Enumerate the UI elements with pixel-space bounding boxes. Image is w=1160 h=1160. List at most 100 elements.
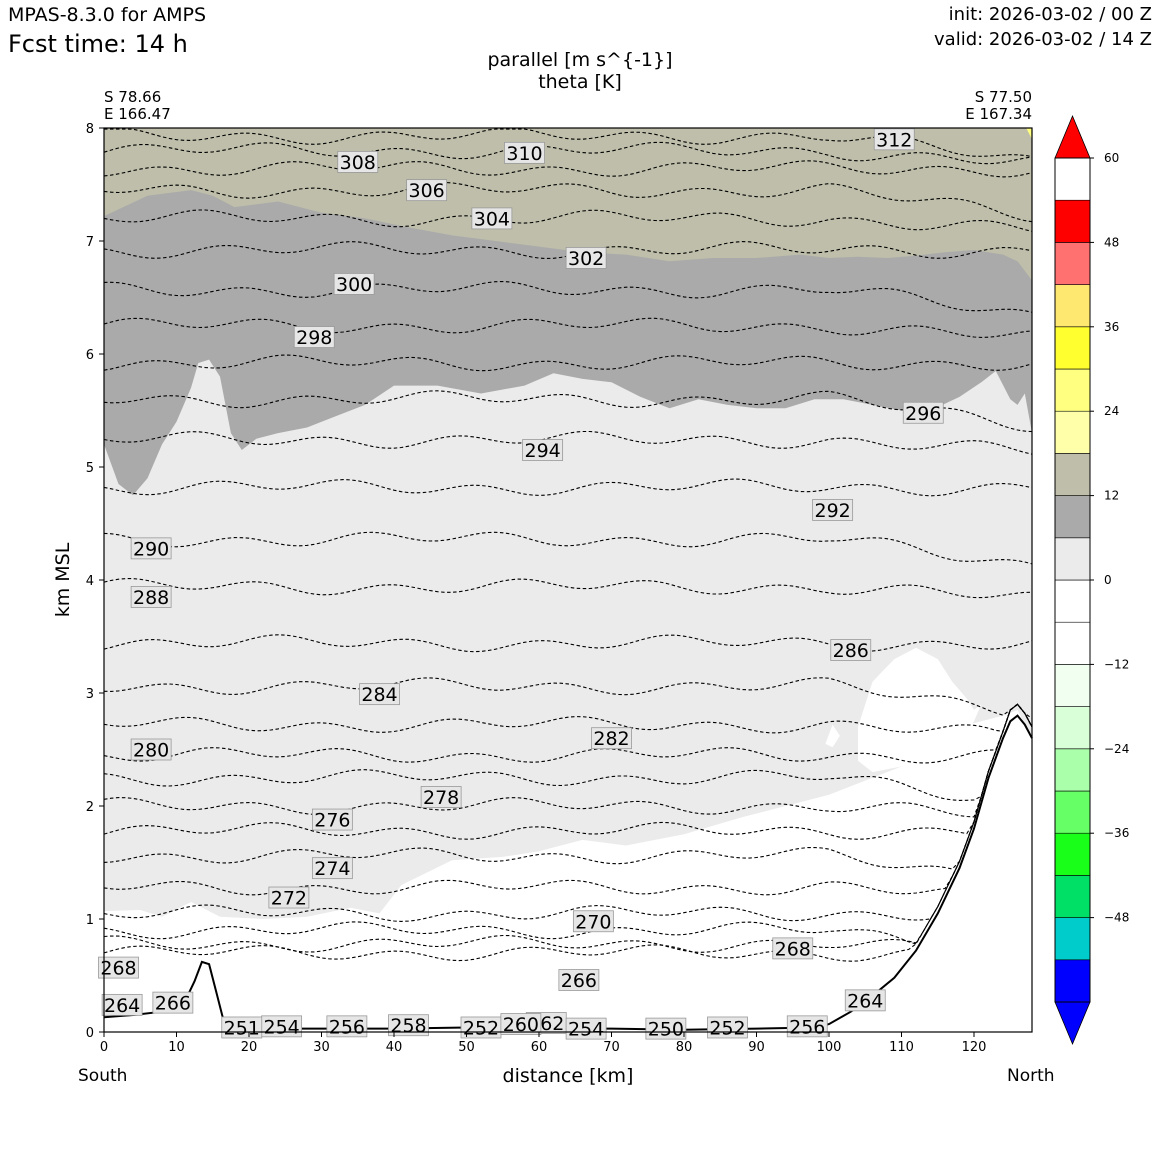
colorbar-segment [1054,959,1091,1003]
contour-label-box [101,993,143,1016]
contour-label-box [406,179,448,202]
forecast-time: Fcst time: 14 h [8,30,188,58]
x-tick-label: 10 [168,1040,185,1055]
theta-contour-line [103,578,1033,599]
contour-label: 270 [572,910,614,933]
contour-label-text: 274 [314,858,350,880]
colorbar-tick-label: 0 [1104,573,1112,587]
contour-label: 278 [420,786,462,809]
north-endpoint-label: North [1007,1066,1055,1086]
contour-label-box [522,439,564,461]
theta-contour-line [103,703,1033,962]
contour-label-text: 304 [474,208,510,230]
contour-label-box [500,1013,542,1035]
colorbar-segment [1054,368,1091,412]
contour-label-text: 286 [833,640,869,662]
contour-label-text: 264 [104,995,140,1017]
y-tick-label: 3 [86,687,94,702]
x-tick-label: 30 [313,1040,330,1055]
x-tick-label: 70 [603,1040,620,1055]
contour-label: 256 [786,1015,828,1038]
contour-label-text: 268 [775,938,811,960]
contour-label: 254 [261,1015,303,1038]
theta-contour-line [103,677,1033,719]
colorbar-segment [1054,410,1091,454]
theta-contour-line [103,703,1033,945]
colorbar-segment [1054,664,1091,707]
contour-label-box [830,639,872,661]
contour-label-box [707,1016,748,1039]
contour-label-box [388,1014,429,1037]
x-tick-label: 110 [889,1040,914,1055]
theta-contour-line [103,430,1033,455]
theta-contour-line [103,703,1033,801]
contour-label: 254 [565,1017,607,1041]
contour-label-text: 298 [296,327,332,349]
colorbar-segment [1054,790,1091,834]
contour-label-box [558,969,600,991]
y-tick-label: 7 [86,235,94,250]
contour-label: 284 [359,683,400,706]
theta-contour-line [103,354,1033,372]
colorbar-segment [1054,284,1091,328]
left-endpoint-lat: S 78.66 [104,88,162,106]
theta-contour-line [103,160,1033,178]
contour-label-text: 290 [133,538,169,560]
fill-white-bump [858,647,982,773]
contour-label-text: 260 [503,1014,539,1036]
theta-contour-line [103,703,1033,870]
contour-label-box [471,207,513,230]
theta-contour-line [103,703,1033,840]
contour-label-box [591,727,632,750]
theta-contour-line [103,703,1033,922]
right-endpoint-lat: S 77.50 [974,88,1032,106]
x-tick-label: 0 [100,1040,108,1055]
fill-white-spot [825,724,840,748]
contour-label-text: 296 [905,403,941,425]
contour-label-text: 294 [524,440,560,462]
contour-label-box [565,1017,607,1040]
plot-axes: 0 10 20 30 40 50 60 70 80 90 100 110 120 0 1 2 3 4 5 6 7 8 [86,122,1033,1055]
contour-label-text: 306 [408,180,444,202]
contour-label: 268 [772,937,814,960]
contour-label-text: 310 [506,143,542,165]
x-tick-label: 100 [817,1040,842,1055]
theta-contour-line [103,634,1033,653]
contour-label: 308 [337,150,379,174]
contour-label: 312 [873,128,915,151]
contour-label-box [337,150,379,173]
colorbar-segment [1054,537,1091,581]
colorbar-tick-label: −48 [1104,911,1129,925]
contour-label: 300 [333,273,375,296]
contour-label: 302 [565,247,607,270]
contour-label-box [844,989,886,1012]
x-tick-label: 20 [241,1040,258,1055]
y-tick-label: 2 [86,800,94,815]
contour-label: 252 [707,1016,748,1039]
contour-label: 264 [101,993,143,1017]
theta-contour-line [103,703,1033,818]
contour-label: 280 [130,738,172,762]
contour-label-box [152,991,194,1014]
y-tick-label: 4 [86,574,94,589]
contour-label-box [359,683,400,706]
contour-label-text: 266 [561,970,597,992]
contour-label-text: 268 [100,958,136,980]
y-tick-label: 8 [86,122,94,137]
colorbar-segment [1054,875,1091,918]
theta-contour-line [103,181,1033,223]
contour-label: 272 [268,886,310,910]
contour-label-box [333,273,375,295]
fill-24-30 [1026,128,1032,140]
contour-label-text: 251 [224,1017,260,1039]
init-time: init: 2026-03-02 / 00 Z [948,4,1152,25]
contour-label-text: 302 [568,248,604,270]
colorbar-segment [1054,832,1091,876]
contour-label-text: 292 [814,500,850,522]
colorbar-tick-label: 36 [1104,320,1119,334]
contour-label-text: 272 [271,888,307,910]
contour-label-text: 276 [314,810,350,832]
colorbar-segment [1054,495,1091,539]
contour-label-text: 284 [361,684,397,706]
